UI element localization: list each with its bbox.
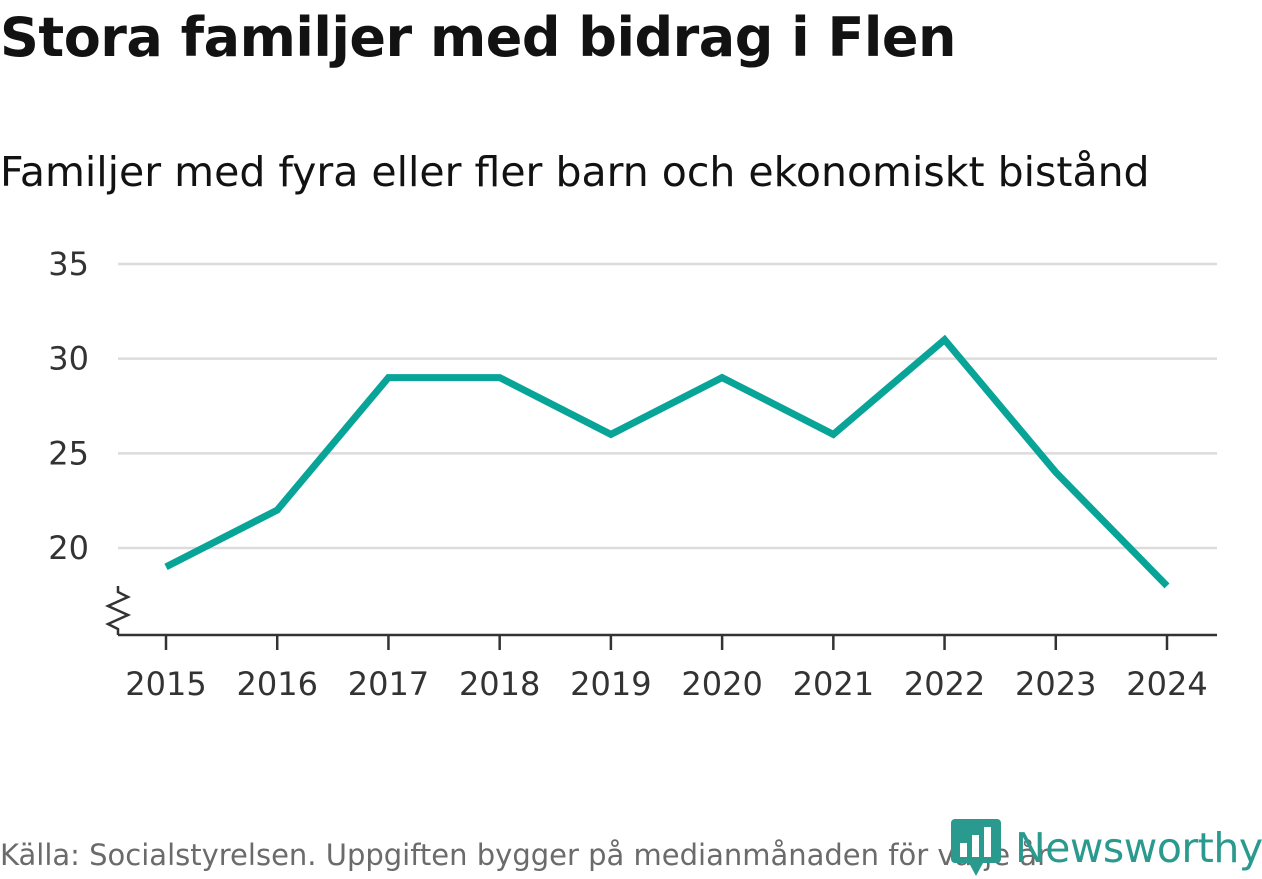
bar-chart-icon	[951, 819, 1001, 876]
x-tick-label-2024: 2024	[1126, 665, 1207, 703]
y-tick-label-25: 25	[48, 434, 89, 472]
y-tick-label-30: 30	[48, 340, 89, 378]
axis-break-icon	[104, 586, 132, 635]
x-tick-label-2019: 2019	[570, 665, 651, 703]
source-note: Källa: Socialstyrelsen. Uppgiften bygger…	[0, 838, 1049, 872]
series-line-group	[163, 334, 1171, 589]
x-tick-label-2016: 2016	[237, 665, 318, 703]
y-tick-label-35: 35	[48, 245, 89, 283]
x-axis-ticks: 2015 2016 2017 2018 2019 2020 2021 2022 2023 2024	[125, 635, 1208, 703]
x-tick-label-2020: 2020	[681, 665, 762, 703]
x-tick-label-2022: 2022	[904, 665, 985, 703]
x-axis	[104, 586, 1217, 637]
chart-subtitle: Familjer med fyra eller fler barn och ek…	[0, 148, 1150, 196]
data-point-2017	[385, 374, 392, 381]
gridlines	[118, 262, 1217, 550]
y-axis-tick-labels: 20 25 30 35	[48, 245, 89, 567]
data-point-2015	[163, 563, 170, 570]
x-tick-label-2023: 2023	[1015, 665, 1096, 703]
y-tick-label-20: 20	[48, 529, 89, 567]
data-point-2024	[1164, 582, 1171, 589]
data-point-2023	[1052, 469, 1059, 476]
series-line-0	[164, 334, 1170, 589]
data-point-2021	[830, 431, 837, 438]
x-tick-label-2021: 2021	[793, 665, 874, 703]
newsworthy-logo: Newsworthy	[951, 819, 1262, 877]
logo-text: Newsworthy	[1015, 824, 1262, 872]
chart-title: Stora familjer med bidrag i Flen	[0, 6, 956, 69]
x-tick-label-2018: 2018	[459, 665, 540, 703]
data-point-2016	[274, 507, 281, 514]
data-point-2022	[941, 336, 948, 343]
x-tick-label-2017: 2017	[348, 665, 429, 703]
data-point-2019	[607, 431, 614, 438]
data-point-2020	[719, 374, 726, 381]
data-point-2018	[496, 374, 503, 381]
x-tick-label-2015: 2015	[125, 665, 206, 703]
